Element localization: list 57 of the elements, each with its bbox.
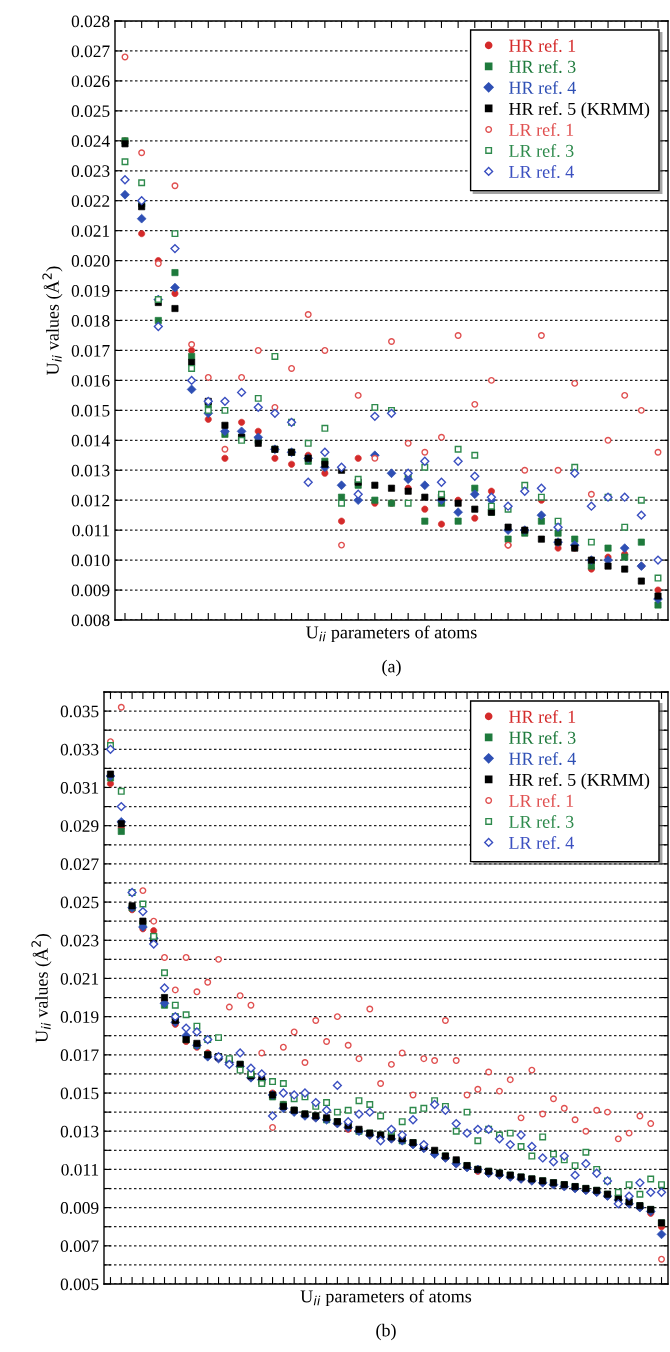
legend-label: LR ref. 3 — [509, 815, 574, 829]
y-tick-label: 0.025 — [71, 105, 110, 118]
legend-label: LR ref. 1 — [509, 123, 574, 137]
y-tick-label: 0.023 — [60, 934, 99, 947]
y-tick-label: 0.035 — [60, 705, 99, 718]
y-tick-label: 0.010 — [71, 554, 110, 567]
y-tick-label: 0.009 — [71, 584, 110, 597]
y-tick-label: 0.023 — [71, 165, 110, 178]
y-tick-label: 0.011 — [72, 524, 110, 537]
y-tick-label: 0.027 — [60, 858, 99, 871]
y-tick-label: 0.021 — [71, 225, 110, 237]
legend-label: LR ref. 4 — [509, 165, 574, 179]
y-tick-label: 0.026 — [71, 75, 110, 88]
y-tick-label: 0.013 — [71, 464, 110, 477]
legend-label: HR ref. 1 — [509, 709, 576, 723]
x-axis-title: U$_{ii}$ parameters of atoms — [306, 625, 477, 643]
y-tick-label: 0.005 — [60, 1278, 99, 1291]
legend-label: LR ref. 3 — [509, 144, 574, 158]
legend-label: HR ref. 5 (KRMM) — [509, 102, 650, 119]
y-tick-label: 0.025 — [60, 896, 99, 909]
legend-label: HR ref. 4 — [509, 80, 576, 94]
y-tick-label: 0.017 — [71, 344, 110, 357]
y-tick-label: 0.018 — [71, 314, 110, 327]
y-tick-label: 0.022 — [71, 195, 110, 207]
y-tick-label: 0.015 — [60, 1087, 99, 1100]
legend-label: HR ref. 3 — [509, 59, 576, 73]
y-tick-label: 0.014 — [71, 434, 110, 447]
y-tick-label: 0.021 — [60, 972, 99, 985]
y-tick-label: 0.012 — [71, 494, 110, 507]
y-tick-label: 0.016 — [71, 374, 110, 387]
y-tick-label: 0.019 — [60, 1011, 99, 1023]
legend-label: HR ref. 5 (KRMM) — [509, 773, 650, 790]
y-tick-label: 0.031 — [60, 781, 99, 794]
y-tick-label: 0.008 — [71, 614, 110, 627]
y-tick-label: 0.027 — [71, 45, 110, 58]
x-axis-title: U$_{ii}$ parameters of atoms — [300, 1289, 472, 1307]
y-tick-label: 0.011 — [61, 1163, 99, 1176]
y-tick-label: 0.019 — [71, 285, 110, 297]
y-tick-label: 0.033 — [60, 743, 99, 756]
y-tick-label: 0.009 — [60, 1202, 99, 1214]
text: (b) — [376, 1323, 396, 1341]
legend-label: HR ref. 3 — [509, 730, 576, 744]
y-tick-label: 0.013 — [60, 1125, 99, 1138]
y-tick-label: 0.020 — [71, 255, 110, 267]
y-tick-label: 0.007 — [60, 1240, 99, 1253]
y-tick-label: 0.028 — [71, 15, 110, 28]
y-axis-title: U$_{ii}$ values (Å$^{2}$) — [31, 934, 52, 1043]
legend-label: LR ref. 4 — [509, 836, 574, 850]
legend-label: HR ref. 4 — [509, 751, 576, 765]
y-tick-label: 0.029 — [60, 820, 99, 832]
y-axis-title: U$_{ii}$ values (Å$^{2}$) — [42, 266, 63, 376]
legend-label: HR ref. 1 — [509, 38, 576, 52]
text: (a) — [382, 659, 401, 677]
y-tick-label: 0.024 — [71, 135, 110, 148]
y-tick-label: 0.015 — [71, 404, 110, 417]
legend-label: LR ref. 1 — [509, 794, 574, 808]
y-tick-label: 0.017 — [60, 1049, 99, 1062]
